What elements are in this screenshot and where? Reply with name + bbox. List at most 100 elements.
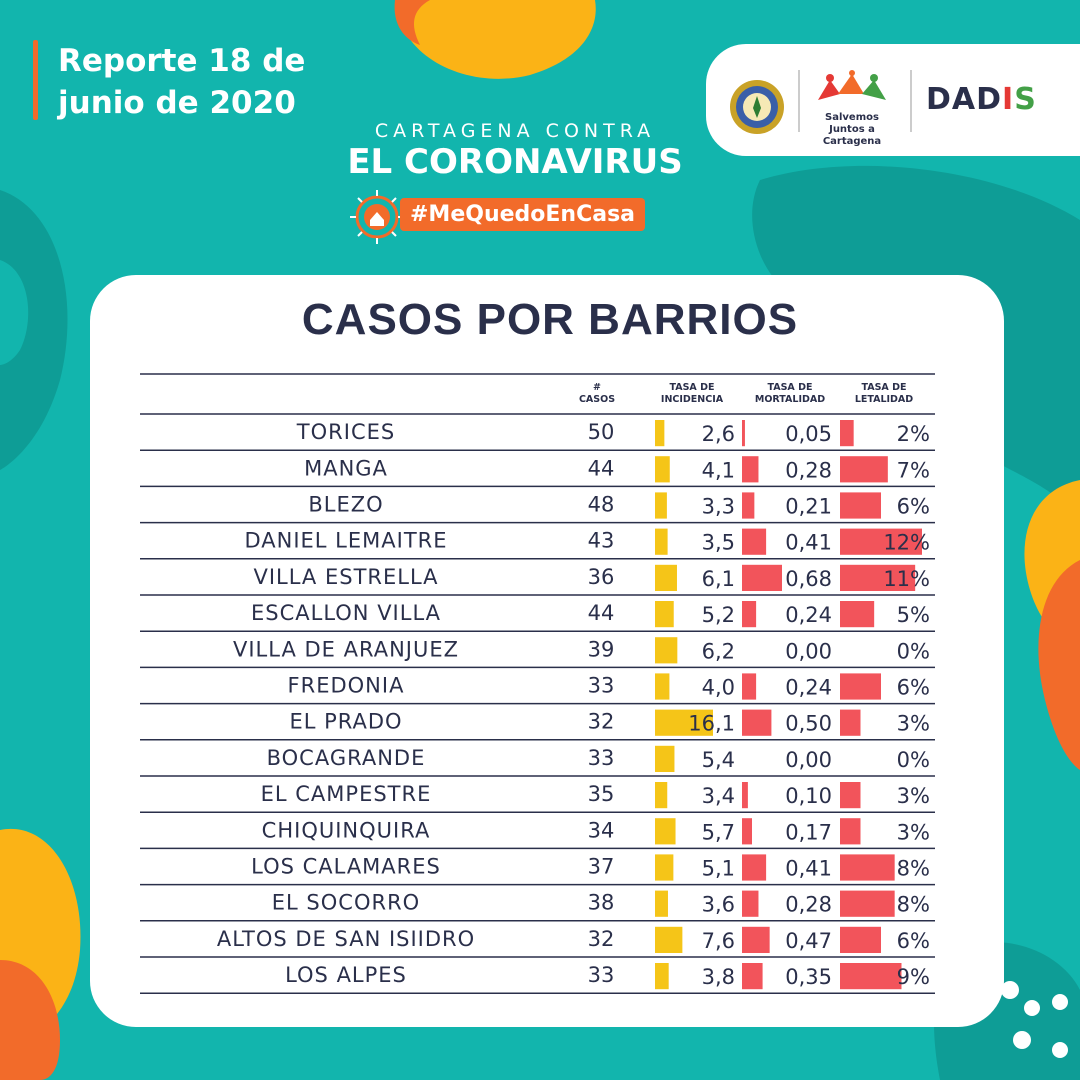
mortality-value: 0,50 <box>785 712 832 736</box>
barrio-name: EL SOCORRO <box>272 891 420 915</box>
mortality-value: 0,24 <box>785 676 832 700</box>
barrio-name: ALTOS DE SAN ISIIDRO <box>217 927 475 951</box>
lethality-value: 2% <box>897 422 930 446</box>
mortality-value: 0,28 <box>785 458 832 482</box>
salvemos-juntos-icon <box>818 70 886 100</box>
report-accent-bar <box>33 40 38 120</box>
mortality-value: 0,68 <box>785 567 832 591</box>
mortality-bar <box>742 963 763 990</box>
cases-value: 36 <box>588 565 615 589</box>
salvemos-juntos-label: Salvemos Juntos a Cartagena <box>822 112 882 147</box>
mortality-bar <box>742 854 767 881</box>
lethality-bar <box>840 818 861 845</box>
barrio-name: VILLA DE ARANJUEZ <box>233 637 459 661</box>
barrio-name: FREDONIA <box>288 674 405 698</box>
barrio-name: MANGA <box>304 456 388 480</box>
virus-house-icon <box>350 190 404 244</box>
incidence-value: 3,4 <box>702 784 735 808</box>
incidence-value: 6,1 <box>702 567 735 591</box>
lethality-bar <box>840 528 922 555</box>
incidence-bar <box>655 782 668 809</box>
incidence-bar <box>655 818 676 845</box>
chart-title: CASOS POR BARRIOS <box>301 295 799 344</box>
mortality-bar <box>742 492 755 519</box>
barrio-name: VILLA ESTRELLA <box>253 565 438 589</box>
lethality-bar <box>840 456 888 483</box>
lethality-value: 5% <box>897 603 930 627</box>
incidence-bar <box>655 456 670 483</box>
incidence-bar <box>655 709 713 736</box>
lethality-bar <box>840 854 895 881</box>
cases-value: 33 <box>588 963 615 987</box>
barrio-name: EL PRADO <box>289 710 402 734</box>
lethality-value: 9% <box>897 965 930 989</box>
incidence-value: 4,1 <box>702 458 735 482</box>
column-header: TASA DE <box>670 382 715 393</box>
lethality-bar <box>840 420 854 447</box>
incidence-value: 16,1 <box>688 712 735 736</box>
mortality-value: 0,41 <box>785 531 832 555</box>
barrio-name: LOS CALAMARES <box>251 855 441 879</box>
incidence-value: 4,0 <box>702 676 735 700</box>
cases-value: 32 <box>588 927 615 951</box>
barrio-name: BLEZO <box>308 493 383 517</box>
incidence-bar <box>655 601 674 628</box>
lethality-bar <box>840 963 902 990</box>
lethality-value: 3% <box>897 784 930 808</box>
lethality-bar <box>840 709 861 736</box>
barrio-name: DANIEL LEMAITRE <box>244 529 447 553</box>
campaign-title: EL CORONAVIRUS <box>347 142 683 182</box>
incidence-bar <box>655 854 674 881</box>
mortality-value: 0,24 <box>785 603 832 627</box>
lethality-value: 3% <box>897 712 930 736</box>
mortality-value: 0,47 <box>785 929 832 953</box>
logo-divider <box>910 70 912 132</box>
incidence-bar <box>655 963 669 990</box>
incidence-bar <box>655 890 668 917</box>
incidence-bar <box>655 673 670 700</box>
incidence-bar <box>655 420 665 447</box>
lethality-value: 6% <box>897 676 930 700</box>
incidence-value: 6,2 <box>702 639 735 663</box>
report-date: Reporte 18 de junio de 2020 <box>58 43 306 121</box>
mortality-bar <box>742 709 772 736</box>
barrio-name: LOS ALPES <box>285 963 407 987</box>
incidence-bar <box>655 492 667 519</box>
column-header: INCIDENCIA <box>661 394 724 405</box>
incidence-bar <box>655 926 683 953</box>
lethality-value: 12% <box>883 531 930 555</box>
mortality-value: 0,21 <box>785 495 832 519</box>
cases-value: 38 <box>588 891 615 915</box>
incidence-value: 5,7 <box>702 820 735 844</box>
mortality-bar <box>742 926 770 953</box>
incidence-value: 2,6 <box>702 422 735 446</box>
mortality-value: 0,00 <box>785 639 832 663</box>
incidence-value: 5,4 <box>702 748 735 772</box>
lethality-value: 3% <box>897 820 930 844</box>
barrio-name: EL CAMPESTRE <box>261 782 432 806</box>
mortality-value: 0,35 <box>785 965 832 989</box>
campaign-subtitle: CARTAGENA CONTRA <box>374 120 656 142</box>
cases-value: 32 <box>588 710 615 734</box>
mortality-bar <box>742 890 759 917</box>
cases-value: 35 <box>588 782 615 806</box>
lethality-bar <box>840 564 916 591</box>
mortality-bar <box>742 528 767 555</box>
incidence-bar <box>655 745 675 772</box>
cases-value: 48 <box>588 493 615 517</box>
mortality-bar <box>742 601 757 628</box>
lethality-value: 6% <box>897 495 930 519</box>
column-header: TASA DE <box>862 382 907 393</box>
cases-value: 44 <box>588 456 615 480</box>
cases-value: 43 <box>588 529 615 553</box>
mortality-value: 0,10 <box>785 784 832 808</box>
lethality-value: 7% <box>897 458 930 482</box>
mortality-value: 0,28 <box>785 893 832 917</box>
cases-value: 50 <box>588 420 615 444</box>
column-header: TASA DE <box>768 382 813 393</box>
column-header: MORTALIDAD <box>755 394 825 405</box>
lethality-bar <box>840 926 881 953</box>
cases-value: 33 <box>588 746 615 770</box>
